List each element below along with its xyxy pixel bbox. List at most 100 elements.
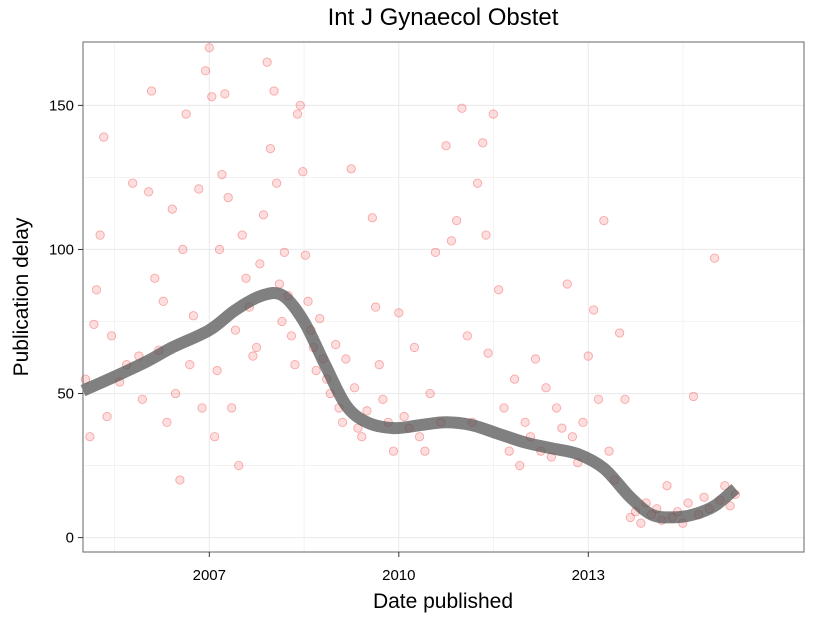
data-point xyxy=(255,259,265,269)
data-point xyxy=(286,331,297,341)
data-point xyxy=(504,446,514,456)
y-axis-ticks: 0 50 100 150 xyxy=(49,97,83,547)
data-point xyxy=(303,296,313,306)
smooth-band xyxy=(80,287,740,524)
data-point xyxy=(170,388,181,399)
data-point xyxy=(204,43,214,53)
data-point xyxy=(709,253,720,263)
data-point xyxy=(265,143,276,154)
y-tick-label: 0 xyxy=(66,530,74,547)
data-point xyxy=(446,236,457,246)
data-point xyxy=(520,417,530,427)
data-point xyxy=(95,230,105,240)
data-point xyxy=(220,89,230,99)
data-point xyxy=(311,365,321,376)
data-point xyxy=(241,273,251,283)
data-point xyxy=(636,518,646,528)
data-point xyxy=(441,141,451,151)
data-point xyxy=(409,342,420,353)
data-point xyxy=(388,446,399,456)
data-point xyxy=(290,360,300,370)
data-point xyxy=(234,460,244,471)
y-tick-label: 150 xyxy=(49,97,74,114)
data-point xyxy=(150,273,160,283)
data-point xyxy=(688,391,699,402)
data-point xyxy=(541,383,551,393)
data-point xyxy=(85,432,95,442)
data-point xyxy=(194,184,204,194)
data-point xyxy=(578,417,588,427)
data-point xyxy=(223,192,233,203)
data-point xyxy=(481,230,491,240)
panel-background xyxy=(83,42,804,552)
data-point xyxy=(614,328,625,338)
x-tick-label: 2007 xyxy=(193,567,226,584)
data-point xyxy=(102,411,112,422)
data-point xyxy=(620,394,630,404)
data-point xyxy=(420,446,430,456)
y-tick-label: 100 xyxy=(49,241,74,258)
data-point xyxy=(210,432,220,442)
data-point xyxy=(425,388,435,399)
data-point xyxy=(499,403,509,413)
data-point xyxy=(488,109,498,119)
data-point xyxy=(414,432,425,442)
data-point xyxy=(349,383,360,393)
plot-panel xyxy=(80,41,805,553)
data-point xyxy=(277,316,287,327)
data-point xyxy=(662,481,672,491)
data-point xyxy=(175,475,185,485)
data-point xyxy=(378,394,388,404)
y-axis-title: Publication delay xyxy=(10,217,33,376)
data-point xyxy=(494,285,504,295)
data-point xyxy=(143,187,154,197)
data-point xyxy=(200,66,211,76)
data-point xyxy=(725,501,735,511)
data-point xyxy=(483,348,493,358)
y-tick-label: 50 xyxy=(57,386,74,403)
data-point xyxy=(274,279,285,289)
data-point xyxy=(226,403,237,413)
data-point xyxy=(237,230,247,240)
data-point xyxy=(341,354,351,364)
data-point xyxy=(337,417,348,427)
data-point xyxy=(292,109,303,119)
x-axis-ticks: 2007 2010 2013 xyxy=(193,552,605,584)
data-point xyxy=(137,394,148,404)
data-point xyxy=(357,432,367,442)
data-point xyxy=(269,86,279,96)
data-point xyxy=(106,331,117,341)
data-point xyxy=(462,331,472,341)
data-point xyxy=(720,481,730,491)
data-point xyxy=(158,296,168,306)
data-point xyxy=(207,92,217,102)
data-point xyxy=(214,244,225,255)
data-point xyxy=(370,302,381,312)
data-point xyxy=(515,460,525,471)
data-point xyxy=(604,446,614,456)
data-point xyxy=(330,339,341,350)
data-point xyxy=(217,169,227,180)
data-point xyxy=(89,319,99,330)
data-point xyxy=(451,215,462,226)
smooth-trend xyxy=(80,287,740,524)
data-point xyxy=(430,247,441,257)
data-point xyxy=(279,247,290,257)
data-point xyxy=(197,403,207,413)
data-point xyxy=(167,204,177,214)
x-tick-label: 2010 xyxy=(382,567,415,584)
x-tick-label: 2013 xyxy=(572,567,605,584)
data-point xyxy=(258,210,269,220)
data-point xyxy=(230,325,241,335)
data-point xyxy=(262,57,272,67)
data-point xyxy=(478,138,488,148)
data-point xyxy=(185,360,195,370)
data-point xyxy=(509,374,520,384)
data-point xyxy=(271,178,282,188)
data-point xyxy=(298,167,308,177)
data-point xyxy=(551,403,562,413)
data-point xyxy=(162,417,172,427)
data-point xyxy=(188,311,199,321)
data-point xyxy=(128,178,138,188)
data-point xyxy=(295,100,305,111)
